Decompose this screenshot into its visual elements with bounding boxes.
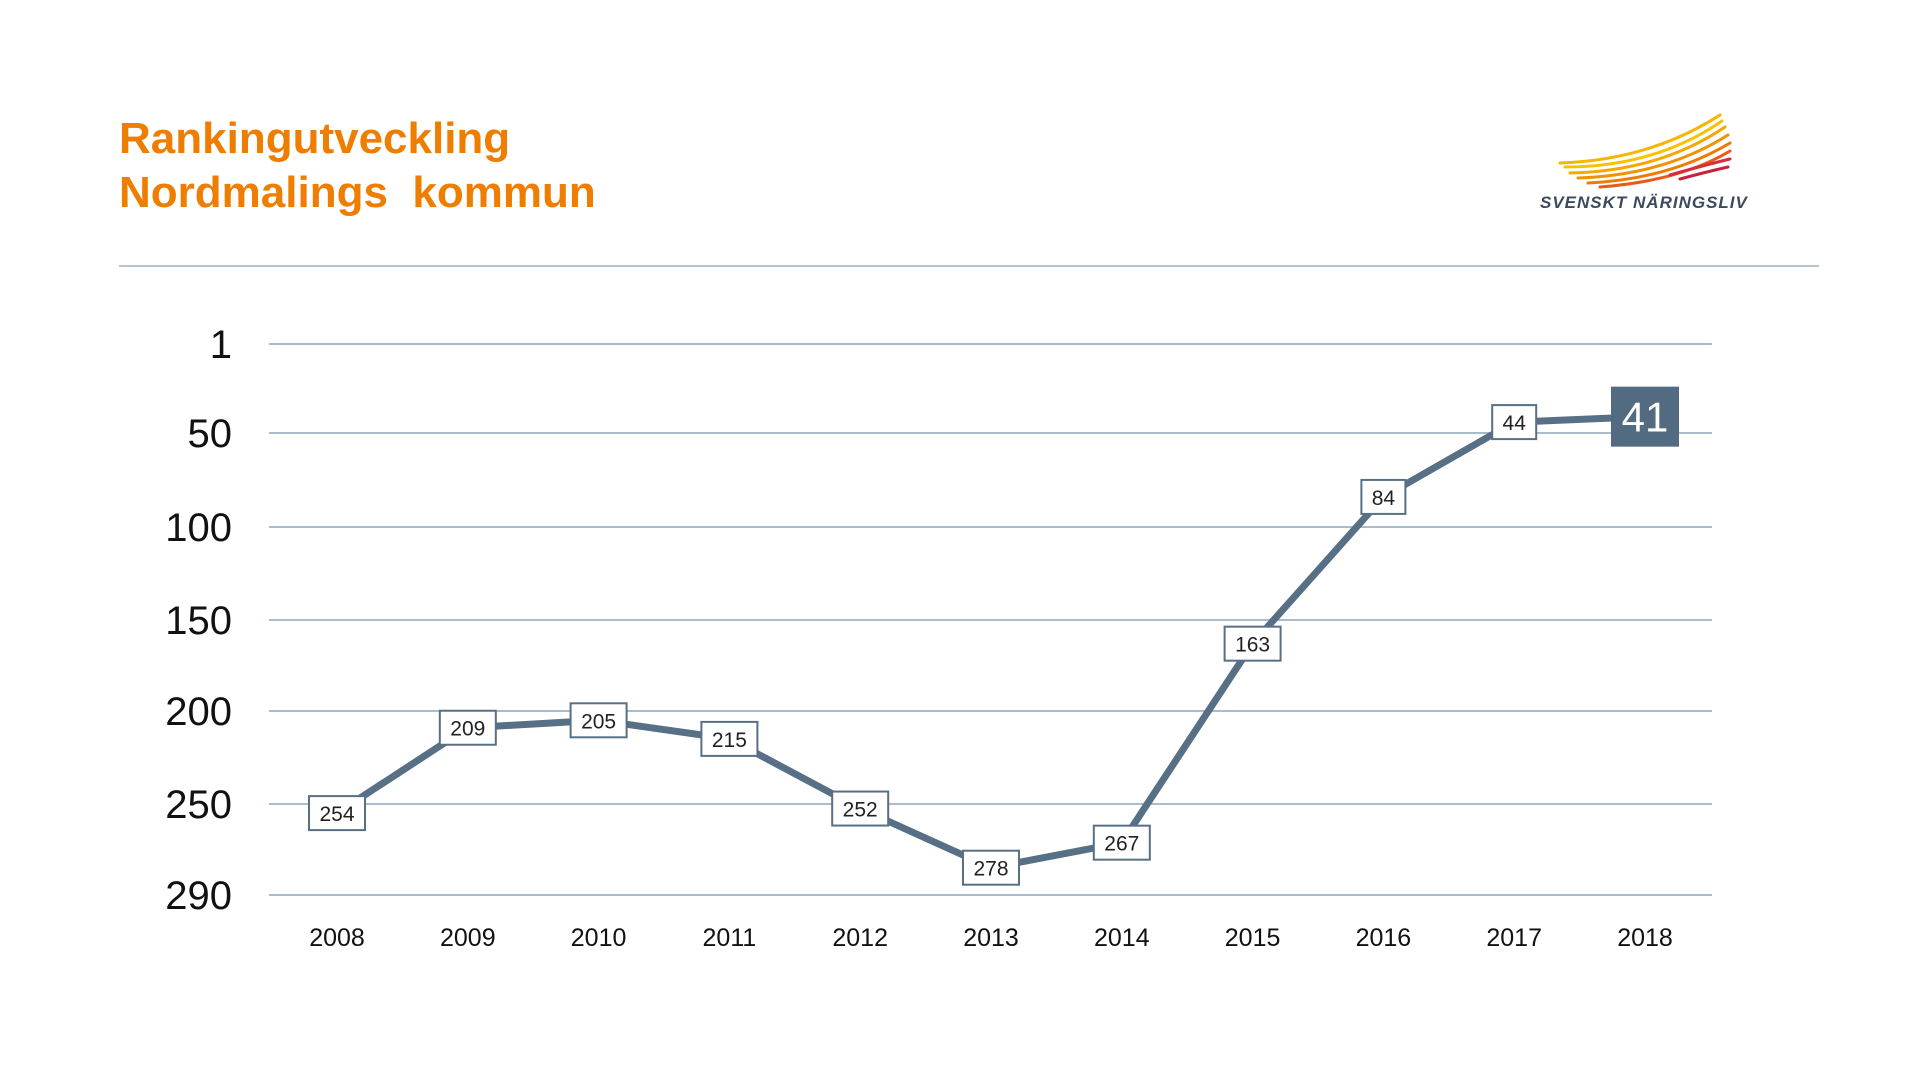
x-tick-label: 2017 — [1486, 924, 1542, 952]
data-label-box-highlight — [1611, 386, 1679, 447]
x-tick-label: 2008 — [309, 924, 365, 952]
wing-icon — [1558, 113, 1732, 189]
data-label: 278 — [973, 858, 1008, 881]
header-divider — [119, 265, 1819, 267]
data-label-box — [831, 790, 890, 827]
chart-title: Rankingutveckling Nordmalings kommun — [119, 112, 596, 220]
y-tick-label: 150 — [165, 599, 232, 643]
data-label-box — [1223, 625, 1282, 662]
data-label-box — [308, 795, 366, 832]
x-tick-label: 2015 — [1225, 924, 1281, 952]
x-tick-label: 2010 — [571, 924, 627, 952]
data-label-box — [569, 702, 628, 739]
title-line-2: Nordmalings kommun — [119, 168, 596, 217]
data-label: 267 — [1104, 833, 1139, 856]
title-line-1: Rankingutveckling — [119, 114, 511, 163]
y-tick-label: 250 — [165, 783, 232, 827]
x-tick-label: 2014 — [1094, 924, 1150, 952]
data-label-box — [438, 709, 497, 746]
y-tick-label: 50 — [188, 412, 233, 456]
data-label: 252 — [843, 799, 878, 822]
data-label-box — [1360, 478, 1407, 515]
data-label: 254 — [319, 803, 354, 826]
data-label: 205 — [581, 710, 616, 733]
data-label: 44 — [1503, 412, 1527, 435]
x-tick-label: 2013 — [963, 924, 1019, 952]
x-tick-label: 2011 — [703, 924, 757, 952]
x-tick-label: 2012 — [832, 924, 888, 952]
data-label-box — [1092, 824, 1151, 861]
x-tick-label: 2009 — [440, 924, 496, 952]
y-tick-label: 100 — [165, 506, 232, 550]
data-label: 209 — [450, 718, 485, 741]
series-line — [335, 413, 1646, 872]
data-label: 163 — [1235, 634, 1270, 657]
data-label: 84 — [1372, 487, 1396, 510]
y-tick-label: 200 — [165, 690, 232, 734]
svenskt-naringsliv-logo: SVENSKT NÄRINGSLIV — [1530, 105, 1760, 220]
data-label: 215 — [712, 729, 747, 752]
x-tick-label: 2018 — [1617, 924, 1673, 952]
y-tick-label: 1 — [210, 323, 232, 367]
x-tick-label: 2016 — [1356, 924, 1412, 952]
y-tick-label: 290 — [165, 874, 232, 918]
data-label-box — [1491, 404, 1538, 441]
data-label-box — [962, 849, 1020, 886]
logo-text: SVENSKT NÄRINGSLIV — [1540, 193, 1748, 212]
data-label: 41 — [1622, 394, 1669, 441]
data-label-box — [700, 720, 759, 757]
